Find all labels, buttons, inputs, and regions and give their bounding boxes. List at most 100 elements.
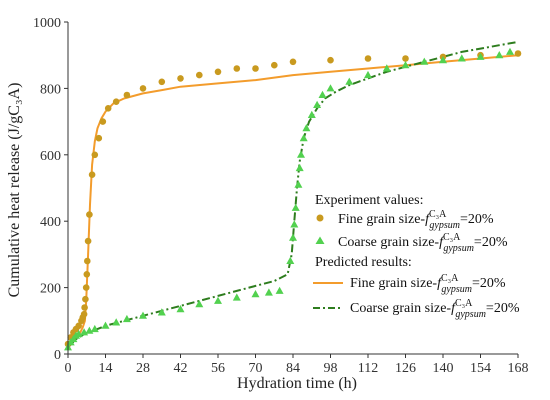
y-tick-label: 400 [40,215,61,230]
x-tick-label: 168 [508,361,529,376]
x-tick-label: 70 [249,361,263,376]
coarse-exp-point [299,134,308,142]
y-tick-label: 1000 [33,16,61,31]
coarse-exp-point [286,256,295,264]
fine-exp-point [364,55,372,62]
legend-exp-header: Experiment values: [315,193,423,208]
fine-exp-point [214,68,222,76]
fine-exp-point [139,85,147,92]
coarse-exp-point [264,288,273,296]
coarse-exp-point [495,51,504,59]
fine-exp-point [514,50,522,57]
fine-exp-point [158,78,166,86]
legend-fine-marker-icon [316,214,324,222]
coarse-exp-point [101,321,110,329]
fine-exp-point [112,98,120,105]
coarse-exp-point [232,293,241,301]
coarse-exp-point [295,163,304,172]
x-tick-label: 154 [470,361,491,376]
fine-exp-point [252,65,259,72]
x-tick-label: 0 [65,361,72,376]
x-tick-label: 98 [324,361,338,376]
coarse-exp-point [457,54,466,62]
coarse-exp-point [313,100,322,108]
fine-exp-point [91,151,99,159]
x-tick-label: 126 [395,361,416,376]
fine-exp-point [327,56,334,64]
legend-entry-coarse-pred: Coarse grain size-fC₃A gypsum=20% [313,298,520,320]
x-tick-label: 84 [286,361,300,376]
coarse-exp-point [420,57,429,65]
fine-exp-point [196,71,203,79]
coarse-exp-point [251,290,260,298]
coarse-exp-point [214,296,222,304]
legend-coarse-exp-label: Coarse grain size-fC₃A gypsum=20% [338,232,508,254]
coarse-exp-point [157,308,166,316]
coarse-exp-point [307,110,316,118]
fine-exp-point [82,284,90,291]
coarse-exp-point [294,180,303,188]
fine-exp-point [82,295,89,303]
coarse-exp-point [195,300,204,308]
fine-exp-point [99,118,107,125]
plot-area [64,40,522,351]
coarse-exp-point [506,47,514,55]
fine-exp-point [402,55,409,62]
y-ticks: 0 200 400 600 800 1000 [33,16,68,363]
coarse-exp-point [318,90,327,98]
legend-fine-exp-label: Fine grain size-fC₃A gypsum=20% [338,209,494,231]
y-tick-label: 800 [40,82,61,97]
coarse-exp-point [112,318,121,326]
y-tick-label: 200 [40,282,61,297]
fine-exp-point [123,91,131,99]
x-tick-label: 112 [358,361,378,376]
x-tick-label: 14 [99,361,113,376]
fine-exp-point [84,257,91,265]
coarse-exp-point [439,56,447,64]
coarse-exp-point [291,203,300,211]
fine-exp-point [88,171,96,178]
fine-exp-point [86,211,93,218]
fine-exp-point [95,134,103,142]
legend-fine-pred-label: Fine grain size-fC₃A gypsum=20% [350,273,506,295]
axes: 0 14 28 42 56 70 84 98 112 126 140 154 168 0 200 400 60… [33,16,529,376]
legend-pred-header: Predicted results: [315,255,412,270]
fine-exp-point [177,75,184,82]
x-axis-title: Hydration time (h) [237,375,357,392]
coarse-exp-point [401,61,410,69]
coarse-exp-point [122,314,131,323]
y-tick-label: 600 [40,149,61,164]
legend-entry-fine-pred: Fine grain size-fC₃A gypsum=20% [313,273,506,295]
legend: Experiment values: Fine grain size-fC₃A g… [313,193,520,320]
fine-exp-point [233,65,241,72]
x-ticks: 0 14 28 42 56 70 84 98 112 126 140 154 168 [65,354,529,376]
y-axis-title: Cumulative heat release (J/gC₃A) [6,83,23,298]
legend-coarse-pred-label: Coarse grain size-fC₃A gypsum=20% [350,298,520,320]
coarse-exp-point [476,52,485,60]
legend-coarse-marker-icon [315,236,325,244]
fine-exp-point [80,310,88,318]
coarse-exp-point [297,150,305,158]
fine-exp-point [271,61,278,69]
coarse-exp-point [382,64,391,72]
coarse-exp-point [326,84,335,92]
coarse-exp-point [290,220,299,228]
coarse-exp-point [90,324,99,333]
coarse-exp-point [275,286,284,294]
fine-exp-point [84,237,92,245]
y-tick-label: 0 [54,348,61,363]
legend-entry-fine-exp: Fine grain size-fC₃A gypsum=20% [316,209,494,231]
fine-exp-point [289,58,297,66]
legend-entry-coarse-exp: Coarse grain size-fC₃A gypsum=20% [315,232,508,254]
coarse-exp-point [302,124,311,132]
coarse-exp-point [364,70,372,79]
x-tick-label: 42 [174,361,188,376]
x-tick-label: 140 [433,361,454,376]
series-line-2 [67,40,519,349]
coarse-exp-point [345,77,354,85]
fine-exp-point [75,322,82,330]
coarse-exp-point [139,311,147,319]
fine-exp-point [83,271,91,278]
coarse-exp-point [289,233,297,241]
